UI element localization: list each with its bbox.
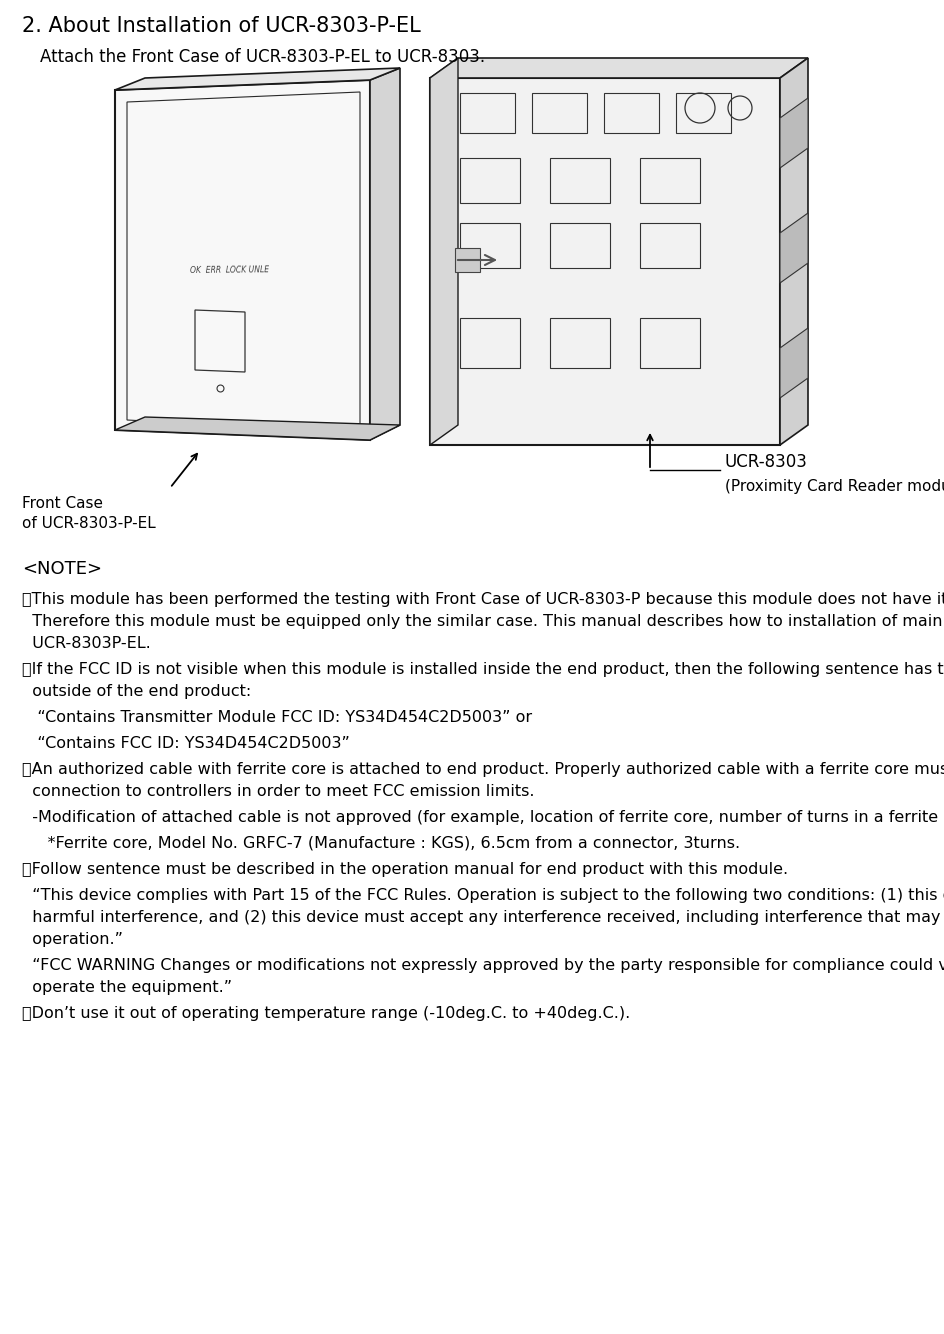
Polygon shape	[780, 213, 808, 283]
Polygon shape	[780, 328, 808, 398]
Text: ・If the FCC ID is not visible when this module is installed inside the end produ: ・If the FCC ID is not visible when this …	[22, 662, 944, 676]
Text: “FCC WARNING Changes or modifications not expressly approved by the party respon: “FCC WARNING Changes or modifications no…	[22, 958, 944, 972]
Text: UCR-8303P-EL.: UCR-8303P-EL.	[22, 636, 151, 651]
Text: “This device complies with Part 15 of the FCC Rules. Operation is subject to the: “This device complies with Part 15 of th…	[22, 888, 944, 903]
Text: (Proximity Card Reader module): (Proximity Card Reader module)	[725, 479, 944, 494]
Text: ・This module has been performed the testing with Front Case of UCR-8303-P becaus: ・This module has been performed the test…	[22, 592, 944, 607]
Polygon shape	[430, 77, 780, 446]
Polygon shape	[430, 57, 808, 77]
Text: connection to controllers in order to meet FCC emission limits.: connection to controllers in order to me…	[22, 784, 534, 799]
Polygon shape	[455, 248, 480, 272]
Text: OK  ERR  LOCK UNLE: OK ERR LOCK UNLE	[191, 265, 270, 275]
Polygon shape	[115, 80, 370, 440]
Polygon shape	[370, 68, 400, 440]
Text: ・Don’t use it out of operating temperature range (-10deg.C. to +40deg.C.).: ・Don’t use it out of operating temperatu…	[22, 1006, 631, 1021]
Text: “Contains Transmitter Module FCC ID: YS34D454C2D5003” or: “Contains Transmitter Module FCC ID: YS3…	[22, 710, 532, 724]
Polygon shape	[430, 57, 458, 446]
Polygon shape	[115, 418, 400, 440]
Polygon shape	[115, 68, 400, 89]
Text: Attach the Front Case of UCR-8303-P-EL to UCR-8303.: Attach the Front Case of UCR-8303-P-EL t…	[40, 48, 485, 65]
Text: UCR-8303: UCR-8303	[725, 454, 808, 471]
Text: <NOTE>: <NOTE>	[22, 560, 102, 578]
Text: -Modification of attached cable is not approved (for example, location of ferrit: -Modification of attached cable is not a…	[22, 810, 944, 824]
Text: ・An authorized cable with ferrite core is attached to end product. Properly auth: ・An authorized cable with ferrite core i…	[22, 762, 944, 776]
Polygon shape	[780, 57, 808, 446]
Text: *Ferrite core, Model No. GRFC-7 (Manufacture : KGS), 6.5cm from a connector, 3tu: *Ferrite core, Model No. GRFC-7 (Manufac…	[22, 836, 740, 851]
Text: outside of the end product:: outside of the end product:	[22, 684, 251, 699]
Text: operate the equipment.”: operate the equipment.”	[22, 980, 232, 995]
Text: 2. About Installation of UCR-8303-P-EL: 2. About Installation of UCR-8303-P-EL	[22, 16, 421, 36]
Text: harmful interference, and (2) this device must accept any interference received,: harmful interference, and (2) this devic…	[22, 910, 944, 924]
Text: of UCR-8303-P-EL: of UCR-8303-P-EL	[22, 516, 156, 531]
Text: operation.”: operation.”	[22, 932, 123, 947]
Text: ・Follow sentence must be described in the operation manual for end product with : ・Follow sentence must be described in th…	[22, 862, 788, 876]
Text: Front Case: Front Case	[22, 496, 103, 511]
Text: “Contains FCC ID: YS34D454C2D5003”: “Contains FCC ID: YS34D454C2D5003”	[22, 736, 350, 751]
Polygon shape	[780, 97, 808, 168]
Text: Therefore this module must be equipped only the similar case. This manual descri: Therefore this module must be equipped o…	[22, 614, 944, 630]
